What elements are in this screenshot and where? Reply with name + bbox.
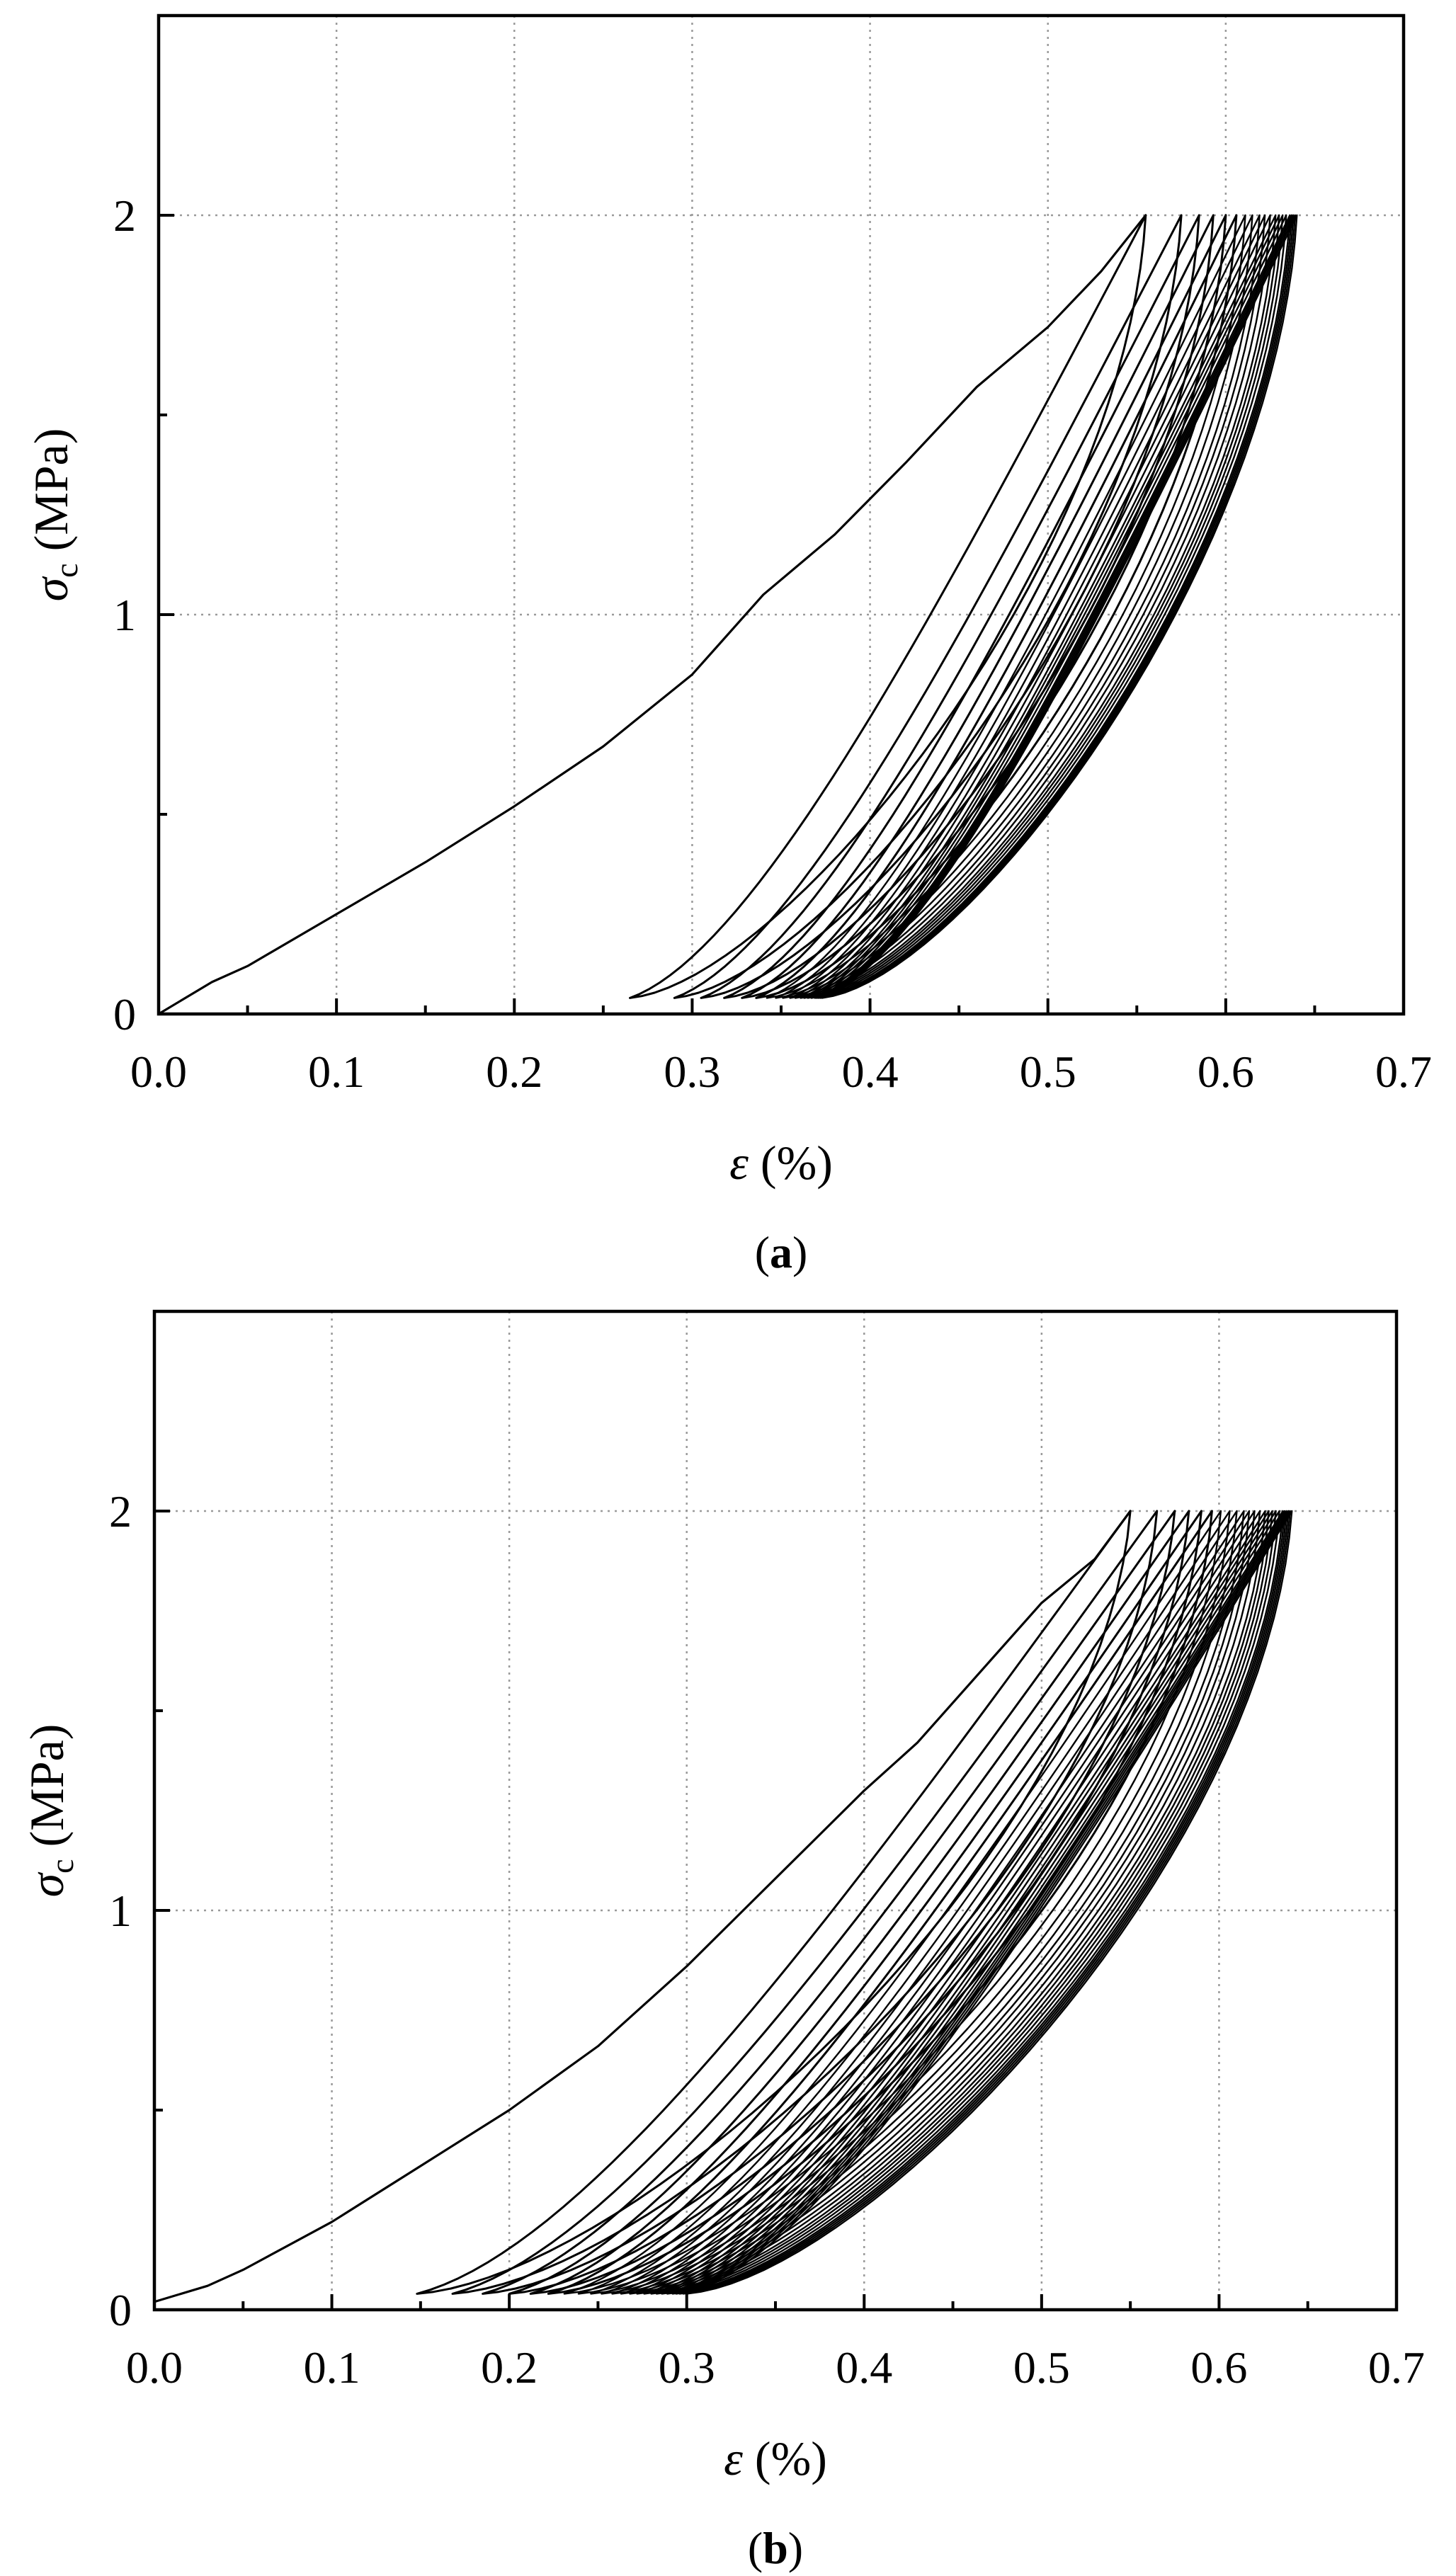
- hysteresis-loop: [810, 214, 1287, 999]
- hysteresis-loop: [636, 1510, 1266, 2295]
- hysteresis-loop: [800, 214, 1277, 999]
- hysteresis-loop: [451, 1510, 1159, 2295]
- panel-label-letter: b: [763, 2523, 788, 2573]
- hysteresis-loop: [416, 1510, 1132, 2295]
- x-tick-label: 0.2: [481, 2342, 538, 2393]
- x-tick-label: 0.3: [664, 1047, 720, 1097]
- y-axis-subscript: c: [48, 563, 84, 577]
- initial-loading-curve: [153, 1510, 1132, 2303]
- hysteresis-loop: [620, 1510, 1256, 2295]
- y-tick-label: 0: [113, 989, 136, 1039]
- x-tick-label: 0.2: [486, 1047, 542, 1097]
- y-tick-label: 1: [113, 590, 136, 640]
- hysteresis-loop: [815, 214, 1293, 999]
- hysteresis-loop: [817, 214, 1295, 999]
- y-axis-unit: (MPa): [20, 1724, 74, 1859]
- y-axis-symbol: σ: [20, 1871, 74, 1897]
- hysteresis-loop: [508, 1510, 1190, 2295]
- panel-label: (b): [748, 2523, 803, 2573]
- y-axis-title: σc (MPa): [20, 1724, 80, 1898]
- hysteresis-loop: [563, 1510, 1222, 2295]
- y-tick-label: 2: [109, 1486, 132, 1537]
- x-tick-label: 0.1: [304, 2342, 360, 2393]
- hysteresis-loop: [482, 1510, 1176, 2295]
- hysteresis-loop: [666, 1510, 1284, 2295]
- y-axis-subscript: c: [44, 1859, 80, 1873]
- hysteresis-loop: [803, 214, 1280, 999]
- y-axis-title: σc (MPa): [24, 428, 84, 602]
- x-tick-label: 0.6: [1190, 2342, 1247, 2393]
- y-axis-unit: (MPa): [24, 428, 78, 564]
- hysteresis-loop: [629, 1510, 1261, 2295]
- hysteresis-loop: [590, 1510, 1238, 2295]
- hysteresis-loop: [686, 1510, 1293, 2295]
- hysteresis-loop: [807, 214, 1284, 999]
- plot-frame: [152, 1309, 1399, 2312]
- hysteresis-loop: [814, 214, 1291, 999]
- x-axis-symbol: ε: [724, 2432, 743, 2485]
- x-tick-label: 0.4: [836, 2342, 892, 2393]
- hysteresis-loop: [643, 1510, 1270, 2295]
- x-axis-title: ε (%): [729, 1136, 833, 1190]
- series-curves: [153, 1510, 1293, 2303]
- hysteresis-loop: [782, 214, 1261, 999]
- hysteresis-loop: [601, 1510, 1245, 2295]
- x-tick-label: 0.5: [1020, 1047, 1076, 1097]
- x-tick-label: 0.0: [130, 1047, 187, 1097]
- panel-label: (a): [755, 1227, 808, 1277]
- hysteresis-loop: [789, 214, 1266, 999]
- y-tick-label: 0: [109, 2285, 132, 2335]
- hysteresis-loop: [766, 214, 1246, 999]
- hysteresis-loop: [673, 214, 1183, 999]
- hysteresis-loop: [611, 1510, 1251, 2295]
- series-curves: [157, 214, 1298, 1015]
- initial-loading-curve: [157, 214, 1147, 1015]
- x-tick-label: 0.7: [1368, 2342, 1425, 2393]
- hysteresis-loop: [755, 214, 1238, 999]
- x-tick-label: 0.0: [126, 2342, 183, 2393]
- hysteresis-loop: [678, 1510, 1290, 2295]
- hysteresis-loop: [650, 1510, 1273, 2295]
- hysteresis-loop: [671, 1510, 1286, 2295]
- hysteresis-loop: [655, 1510, 1277, 2295]
- hysteresis-loop: [741, 214, 1227, 999]
- hysteresis-loop: [547, 1510, 1213, 2295]
- x-tick-label: 0.3: [659, 2342, 715, 2393]
- x-axis-title: ε (%): [724, 2432, 827, 2485]
- hysteresis-loop: [675, 1510, 1287, 2295]
- hysteresis-loop: [577, 1510, 1231, 2295]
- hysteresis-loop: [629, 214, 1147, 999]
- x-axis-symbol: ε: [729, 1136, 749, 1190]
- hysteresis-loop: [775, 214, 1253, 999]
- chart-panel-a: 0.0 0.1 0.2 0.3 0.4 0.5 0.6 0.7 0 1 2 ε (%) σc (MPa)…: [24, 13, 1432, 1277]
- x-tick-label: 0.7: [1375, 1047, 1432, 1097]
- panel-label-close: ): [788, 2523, 803, 2573]
- y-axis-symbol: σ: [24, 576, 78, 601]
- y-tick-label: 1: [109, 1886, 132, 1936]
- x-axis-unit: (%): [749, 1136, 833, 1190]
- hysteresis-loop: [821, 214, 1298, 999]
- x-tick-label: 0.4: [842, 1047, 899, 1097]
- panel-label-close: ): [792, 1227, 807, 1277]
- panel-label-open: (: [748, 2523, 763, 2573]
- x-axis-unit: (%): [743, 2432, 827, 2485]
- panel-label-open: (: [755, 1227, 770, 1277]
- chart-panel-b: 0.0 0.1 0.2 0.3 0.4 0.5 0.6 0.7 0 1 2 ε (%) σc (MPa)…: [20, 1309, 1425, 2573]
- y-tick-label: 2: [113, 190, 136, 241]
- hysteresis-loop: [700, 214, 1200, 999]
- hysteresis-loop: [682, 1510, 1291, 2295]
- panel-label-letter: a: [770, 1227, 792, 1277]
- x-tick-label: 0.6: [1198, 1047, 1254, 1097]
- x-tick-label: 0.1: [308, 1047, 365, 1097]
- x-tick-label: 0.5: [1013, 2342, 1070, 2393]
- hysteresis-loop: [819, 214, 1297, 999]
- hysteresis-loop: [661, 1510, 1280, 2295]
- hysteresis-loop: [794, 214, 1271, 999]
